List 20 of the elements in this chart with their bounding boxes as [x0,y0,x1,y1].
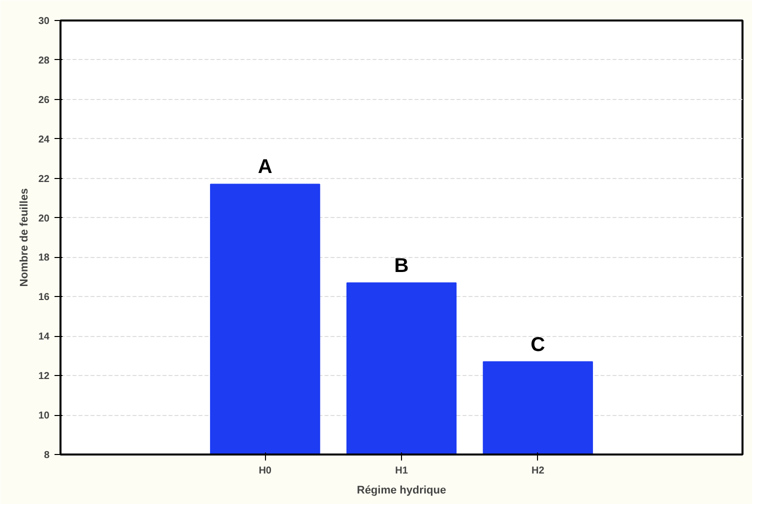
x-axis-title: Régime hydrique [356,484,446,496]
y-tick-label: 12 [38,371,50,382]
y-tick-label: 18 [38,252,50,264]
annotation: A [258,156,272,178]
y-tick-label: 10 [38,410,50,422]
x-tick-label: H0 [258,466,272,476]
x-tick-label: H2 [532,466,545,476]
y-axis-title: Nombre de feuilles [18,188,30,287]
y-tick-label: 30 [38,16,50,27]
y-tick-label: 28 [38,55,50,66]
y-tick-label: 8 [44,450,50,461]
y-tick-label: 24 [38,134,50,146]
annotation: B [394,254,409,277]
y-tick-label: 26 [38,94,50,106]
y-tick-label: 22 [38,174,50,185]
y-tick-label: 16 [38,292,50,304]
annotation: C [530,334,546,356]
x-tick-label: H1 [395,466,408,476]
y-tick-label: 14 [38,332,50,343]
y-tick-label: 20 [38,213,50,224]
